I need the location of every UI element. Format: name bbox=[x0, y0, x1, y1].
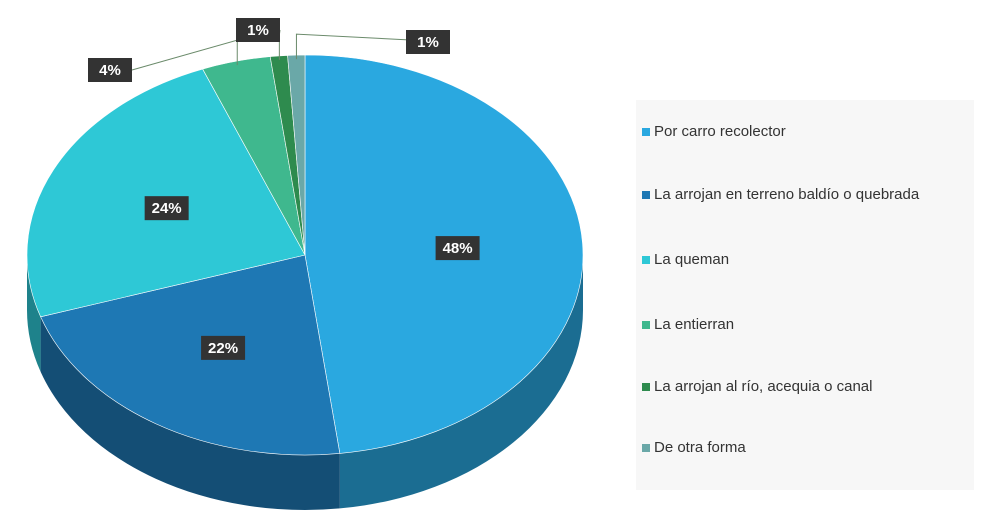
pie-area: 48% 22% 24% 4% 1% 1% bbox=[26, 18, 584, 510]
label-box bbox=[88, 58, 132, 82]
data-label: 1% bbox=[247, 22, 269, 39]
legend-label: La entierran bbox=[654, 316, 735, 333]
legend-label: La arrojan en terreno baldío o quebrada bbox=[654, 186, 920, 203]
legend-item: La entierran bbox=[642, 315, 972, 334]
pie-side bbox=[339, 255, 583, 509]
legend-item: La queman bbox=[642, 250, 972, 269]
legend-label: La queman bbox=[654, 251, 730, 268]
legend-item: La arrojan en terreno baldío o quebrada bbox=[642, 185, 972, 204]
legend-swatch bbox=[642, 321, 650, 329]
legend-swatch bbox=[642, 191, 650, 199]
data-label: 22% bbox=[208, 340, 238, 357]
pie-slice bbox=[40, 254, 341, 456]
data-label: 24% bbox=[152, 200, 182, 217]
legend: Por carro recolector La arrojan en terren… bbox=[636, 100, 974, 490]
label-box bbox=[236, 18, 280, 42]
legend-label: La arrojan al río, acequia o canal bbox=[654, 378, 873, 395]
legend-swatch bbox=[642, 128, 650, 136]
legend-item: De otra forma bbox=[642, 438, 972, 457]
leader-line bbox=[295, 33, 451, 60]
legend-swatch bbox=[642, 383, 650, 391]
legend-swatch bbox=[642, 444, 650, 452]
label-box bbox=[435, 236, 480, 261]
legend-label: Por carro recolector bbox=[654, 123, 786, 140]
legend-swatch bbox=[642, 256, 650, 264]
pie-slice bbox=[26, 68, 306, 318]
data-label: 4% bbox=[99, 62, 121, 79]
data-label: 1% bbox=[417, 34, 439, 51]
label-box bbox=[201, 335, 246, 360]
pie-side bbox=[27, 255, 41, 372]
legend-label: De otra forma bbox=[654, 439, 746, 456]
legend-item: La arrojan al río, acequia o canal bbox=[642, 377, 972, 396]
data-label: 48% bbox=[443, 240, 473, 257]
label-box bbox=[144, 196, 189, 221]
legend-item: Por carro recolector bbox=[642, 122, 972, 141]
pie-sides bbox=[27, 255, 583, 510]
pie-side bbox=[40, 316, 340, 510]
label-box bbox=[406, 30, 450, 54]
